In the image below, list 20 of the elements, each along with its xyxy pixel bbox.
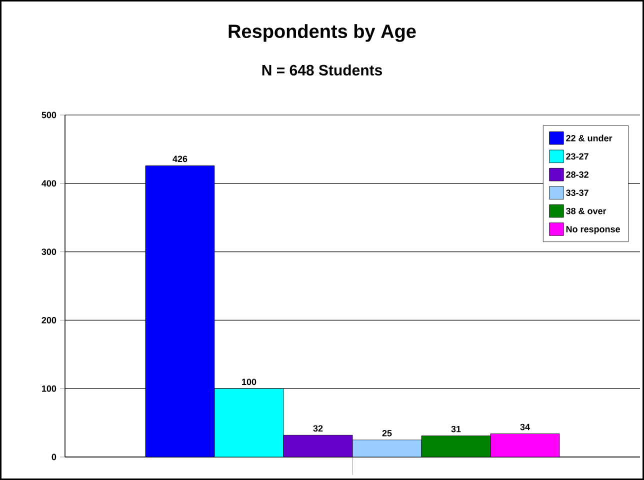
legend-label: 28-32: [566, 171, 588, 178]
data-label: 34: [520, 424, 530, 430]
data-label: 25: [382, 430, 392, 436]
y-tick-label: 500: [42, 112, 56, 118]
data-label: 31: [451, 426, 461, 432]
y-tick-label: 100: [42, 385, 56, 392]
y-tick-label: 200: [42, 317, 56, 324]
chart-title: Respondents by Age: [228, 24, 416, 42]
legend-label: 22 & under: [566, 134, 612, 142]
legend-label: No response: [566, 226, 620, 234]
y-tick-label: 300: [42, 248, 56, 255]
legend-label: 33-37: [566, 190, 588, 196]
y-tick-label: 0: [52, 454, 56, 460]
data-label: 32: [313, 425, 323, 432]
chart-subtitle: N = 648 Students: [262, 64, 382, 76]
data-label: 426: [172, 156, 188, 162]
data-label: 100: [242, 378, 256, 386]
y-tick-label: 400: [42, 180, 56, 187]
legend-label: 38 & over: [566, 208, 606, 214]
legend-label: 23-27: [566, 153, 588, 160]
